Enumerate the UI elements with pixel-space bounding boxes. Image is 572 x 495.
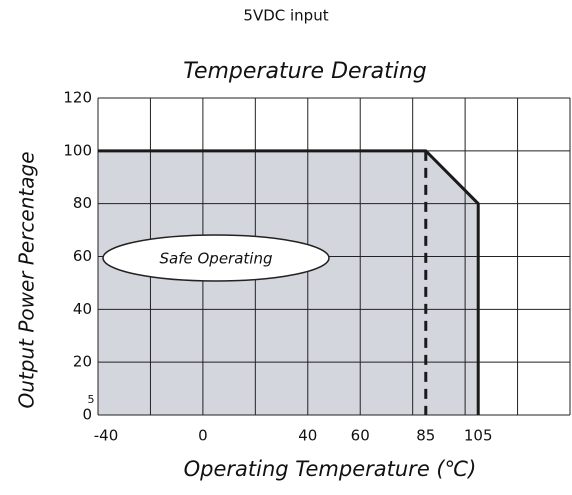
y-tick-label: 20 (73, 353, 92, 371)
derating-line (98, 149, 480, 415)
y-tick-label: 0 (82, 406, 92, 424)
y-tick-label: 100 (63, 141, 92, 159)
y-tick-label: 40 (73, 300, 92, 318)
x-tick-label: 85 (416, 427, 435, 445)
annotation: Safe Operating (160, 250, 273, 268)
x-tick-label: 105 (464, 427, 493, 445)
x-tick-label: 60 (351, 427, 370, 445)
x-axis-label: Operating Temperature (℃) (184, 457, 477, 481)
y-tick-label: 80 (73, 194, 92, 212)
y-tick-label: 60 (73, 247, 92, 265)
chart-title: Temperature Derating (183, 59, 427, 84)
x-tick-label: 40 (298, 427, 317, 445)
x-tick-label: 0 (198, 427, 208, 445)
annotation-bubble (102, 234, 330, 282)
x-tick-label: -40 (94, 427, 119, 445)
page-title: 5VDC input (243, 7, 328, 25)
safe-area (98, 150, 479, 416)
annotation: 5 (88, 393, 95, 406)
y-tick-label: 120 (63, 89, 92, 107)
y-axis-label: Output Power Percentage (15, 151, 39, 408)
